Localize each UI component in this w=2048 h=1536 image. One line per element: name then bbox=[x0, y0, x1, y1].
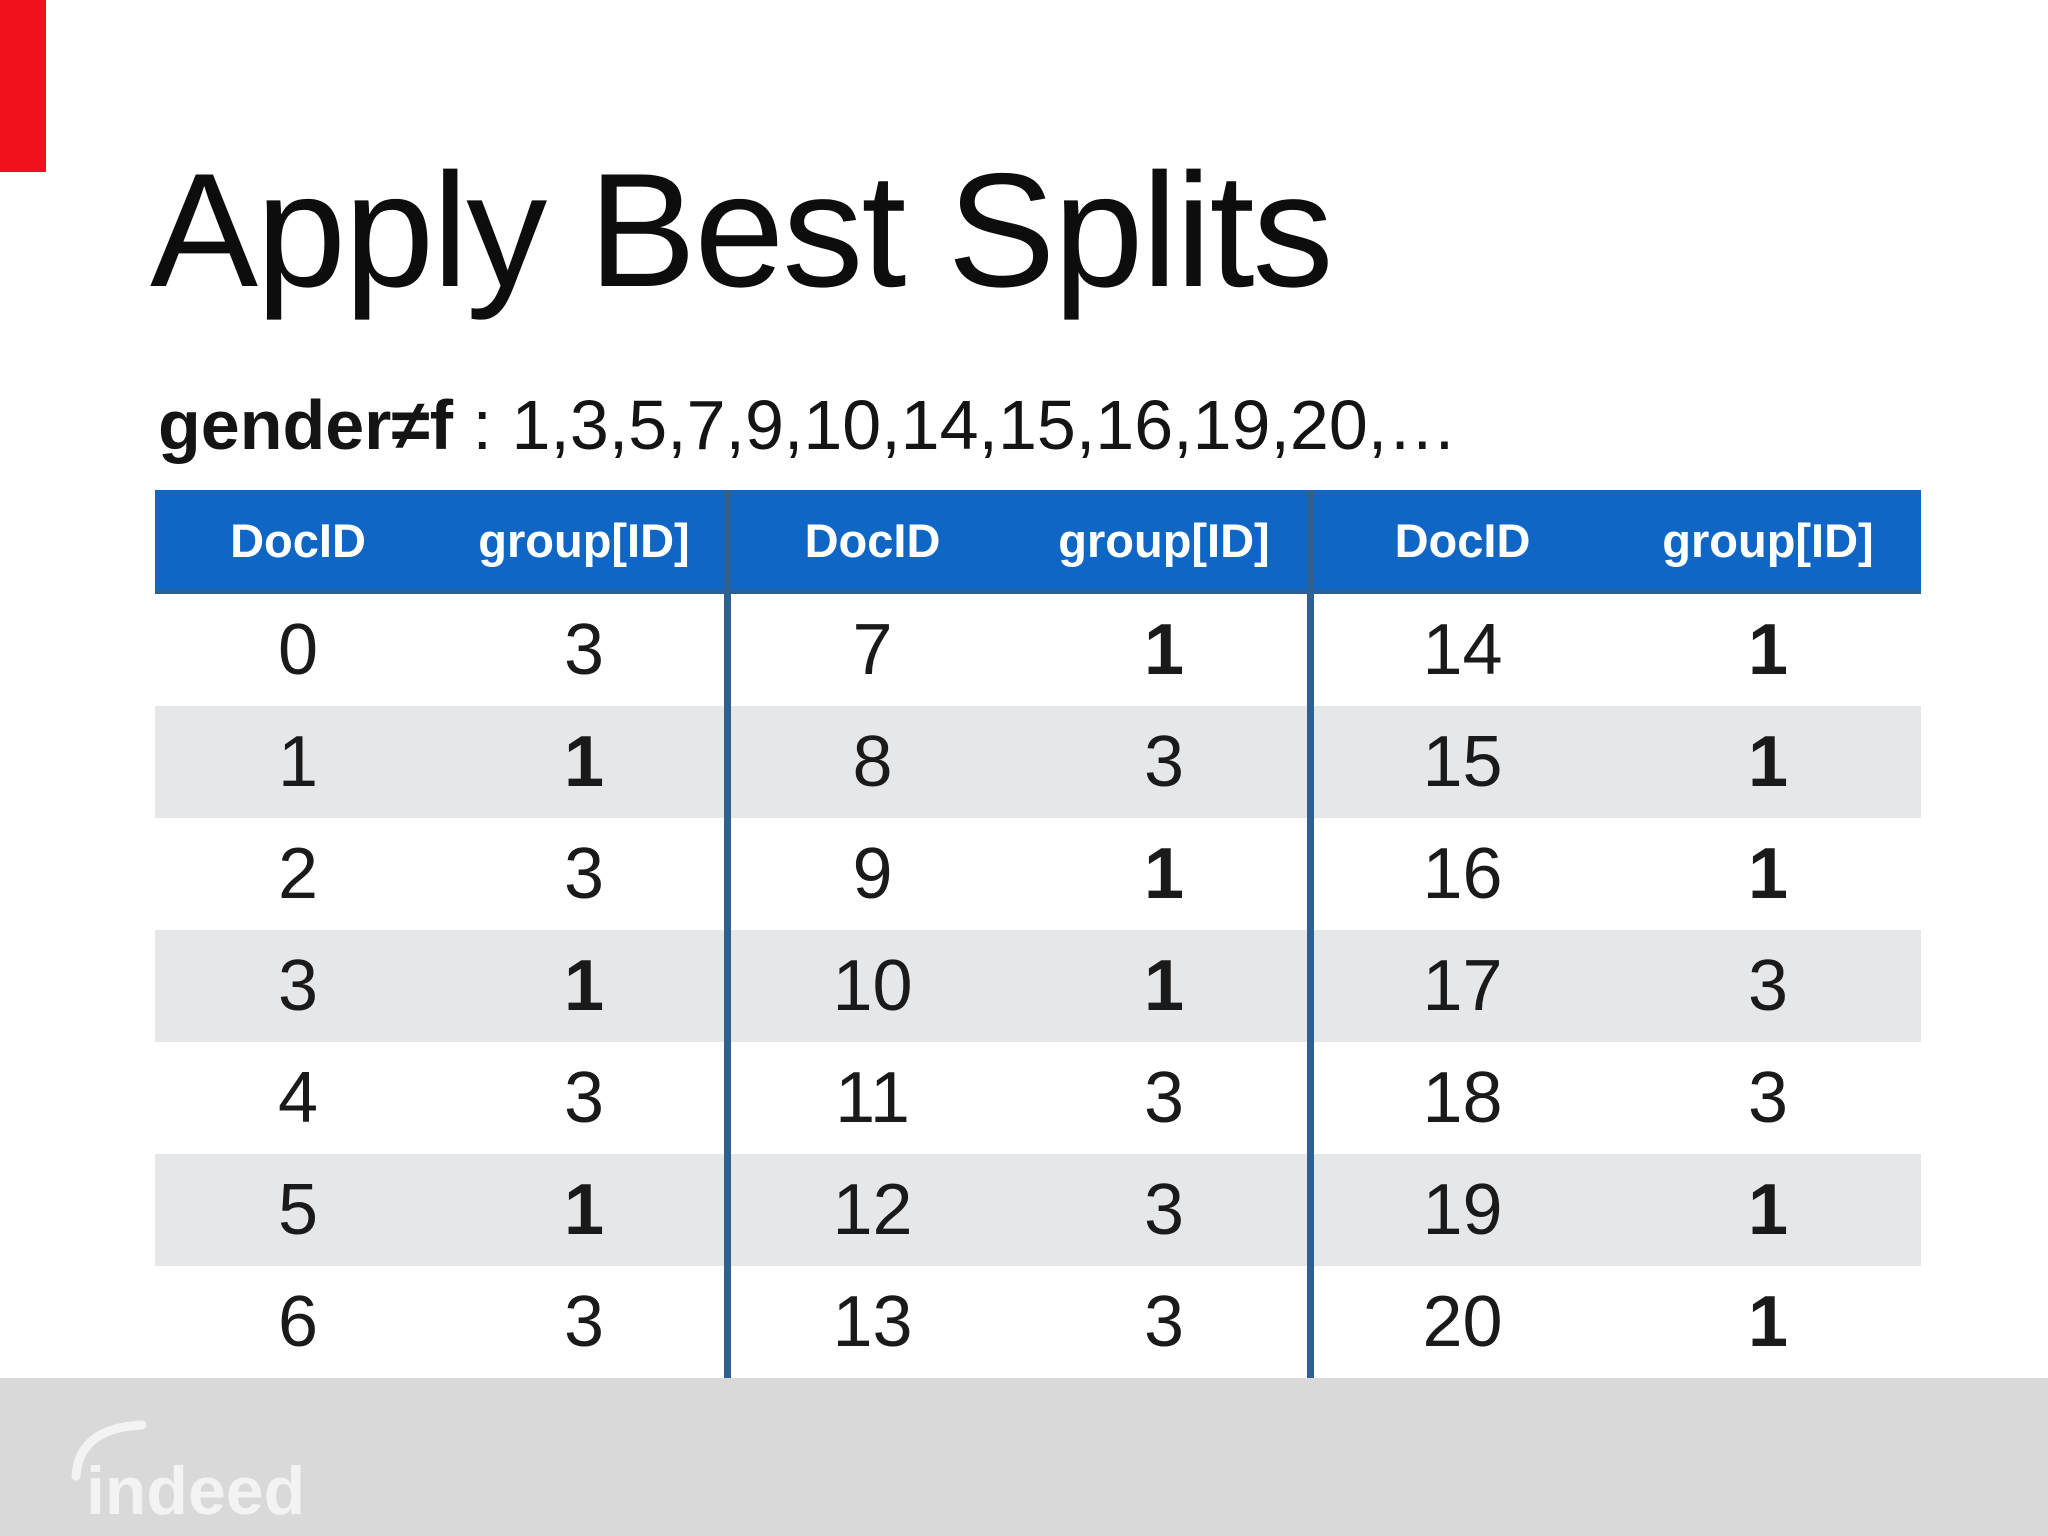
table-cell: 13 bbox=[832, 1282, 913, 1362]
footer-band bbox=[0, 1378, 2048, 1536]
table-cell: 3 bbox=[563, 834, 605, 914]
table-cell: 15 bbox=[1422, 722, 1503, 802]
table-cell: 10 bbox=[832, 946, 913, 1026]
split-doc-list: : 1,3,5,7,9,10,14,15,16,19,20,… bbox=[453, 386, 1458, 464]
table-row: 1 1 8 3 15 1 bbox=[155, 706, 1921, 818]
table-cell: 3 bbox=[563, 610, 605, 690]
table-header-row: DocID group[ID] DocID group[ID] DocID group[I… bbox=[155, 490, 1921, 594]
table-row: 5 1 12 3 19 1 bbox=[155, 1154, 1921, 1266]
table-cell: 1 bbox=[563, 946, 605, 1026]
table-cell: 18 bbox=[1422, 1058, 1503, 1138]
table-row: 3 1 10 1 17 3 bbox=[155, 930, 1921, 1042]
split-predicate: gender≠f bbox=[158, 386, 454, 464]
table-cell: 3 bbox=[1747, 946, 1789, 1026]
table-cell: 7 bbox=[852, 610, 893, 690]
split-predicate-line: gender≠f : 1,3,5,7,9,10,14,15,16,19,20,… bbox=[158, 390, 1457, 460]
slide-title: Apply Best Splits bbox=[150, 140, 1334, 321]
header-cell: DocID bbox=[1394, 513, 1531, 567]
table-cell: 1 bbox=[1747, 1282, 1789, 1362]
indeed-logo: indeed bbox=[71, 1420, 305, 1529]
table-cell: 4 bbox=[277, 1058, 319, 1138]
table-cell: 2 bbox=[277, 834, 319, 914]
table-cell: 1 bbox=[1747, 834, 1789, 914]
table-cell: 1 bbox=[1747, 1170, 1789, 1250]
table-cell: 11 bbox=[835, 1058, 910, 1138]
header-cell: group[ID] bbox=[1058, 513, 1270, 567]
table-row: 6 3 13 3 20 1 bbox=[155, 1266, 1921, 1378]
table-cell: 16 bbox=[1422, 834, 1503, 914]
table-cell: 6 bbox=[277, 1282, 319, 1362]
table-cell: 1 bbox=[1143, 946, 1185, 1026]
table-cell: 1 bbox=[1747, 722, 1789, 802]
table-cell: 14 bbox=[1422, 610, 1503, 690]
table-cell: 3 bbox=[563, 1058, 605, 1138]
column-group-divider bbox=[1307, 490, 1314, 1378]
table-cell: 1 bbox=[563, 722, 605, 802]
table-row: 0 3 7 1 14 1 bbox=[155, 594, 1921, 706]
table-row: 4 3 11 3 18 3 bbox=[155, 1042, 1921, 1154]
table-body: 0 3 7 1 14 1 1 1 8 3 15 1 2 3 9 1 16 1 3 1 10 1 17 3 4 3 11 3 18 3 5 1 1… bbox=[155, 594, 1921, 1378]
table-cell: 3 bbox=[1143, 722, 1185, 802]
indeed-logo-text: indeed bbox=[86, 1453, 305, 1529]
table-cell: 0 bbox=[277, 610, 319, 690]
table-cell: 3 bbox=[1143, 1058, 1185, 1138]
red-accent-bar bbox=[0, 0, 46, 172]
table-cell: 9 bbox=[852, 834, 893, 914]
table-cell: 19 bbox=[1422, 1170, 1503, 1250]
table-cell: 17 bbox=[1422, 946, 1503, 1026]
table-cell: 5 bbox=[277, 1170, 319, 1250]
table-cell: 20 bbox=[1422, 1282, 1503, 1362]
indeed-logo-arc bbox=[71, 1420, 147, 1481]
header-cell: group[ID] bbox=[478, 513, 690, 567]
header-cell: DocID bbox=[230, 513, 366, 567]
table-cell: 1 bbox=[1143, 610, 1185, 690]
table-cell: 3 bbox=[1747, 1058, 1789, 1138]
table-cell: 3 bbox=[1143, 1282, 1185, 1362]
table-cell: 1 bbox=[277, 722, 319, 802]
header-cell: group[ID] bbox=[1662, 513, 1874, 567]
split-table: DocID group[ID] DocID group[ID] DocID group[I… bbox=[155, 490, 1921, 1378]
table-cell: 1 bbox=[1143, 834, 1185, 914]
column-group-divider bbox=[724, 490, 731, 1378]
table-cell: 1 bbox=[563, 1170, 605, 1250]
table-cell: 12 bbox=[832, 1170, 913, 1250]
table-cell: 3 bbox=[277, 946, 319, 1026]
header-cell: DocID bbox=[804, 513, 941, 567]
table-cell: 8 bbox=[852, 722, 893, 802]
table-row: 2 3 9 1 16 1 bbox=[155, 818, 1921, 930]
table-cell: 1 bbox=[1747, 610, 1789, 690]
table-cell: 3 bbox=[563, 1282, 605, 1362]
table-cell: 3 bbox=[1143, 1170, 1185, 1250]
